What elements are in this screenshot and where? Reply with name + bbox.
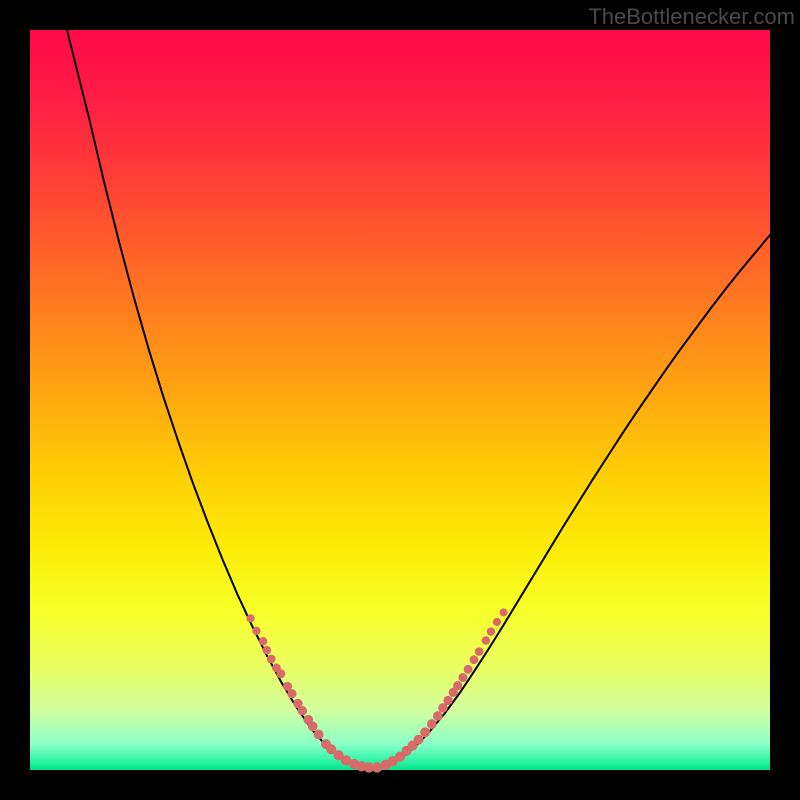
data-dot [487, 627, 495, 635]
data-dot [287, 689, 296, 698]
data-dot [414, 735, 424, 745]
data-dot [314, 730, 324, 740]
chart-svg [0, 0, 800, 800]
plot-background [30, 30, 770, 770]
data-dot [458, 673, 467, 682]
data-dot [420, 727, 430, 737]
data-dot [500, 608, 508, 616]
data-dot [475, 647, 484, 656]
data-dot [493, 618, 501, 626]
data-dot [482, 636, 491, 645]
data-dot [433, 711, 443, 721]
data-dot [453, 681, 462, 690]
watermark-text: TheBottlenecker.com [588, 4, 795, 30]
data-dot [308, 721, 318, 731]
data-dot [259, 637, 268, 646]
data-dot [298, 706, 308, 716]
data-dot [464, 665, 473, 674]
data-dot [470, 655, 479, 664]
data-dot [443, 696, 452, 705]
data-dot [252, 627, 260, 635]
data-dot [262, 646, 271, 655]
data-dot [267, 655, 276, 664]
data-dot [427, 719, 437, 729]
data-dot [372, 762, 382, 772]
data-dot [276, 669, 285, 678]
data-dot [246, 614, 254, 622]
